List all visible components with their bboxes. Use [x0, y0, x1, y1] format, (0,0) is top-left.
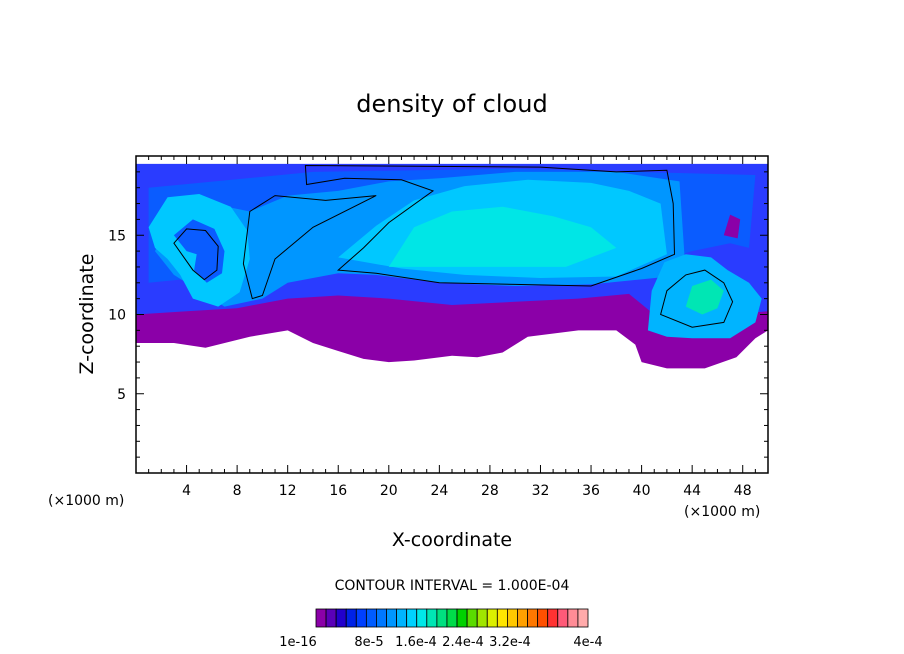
colorbar-swatch [476, 608, 488, 628]
colorbar-swatch [507, 608, 518, 628]
field-cell-core [685, 279, 724, 315]
colorbar-swatch [537, 608, 549, 628]
colorbar-labels: 1e-16 8e-5 1.6e-4 2.4e-4 3.2e-4 4e-4 [279, 635, 602, 650]
field-teal [388, 206, 617, 267]
field-purple [136, 282, 768, 369]
x-tick-label: 36 [582, 483, 600, 499]
contour-cell [660, 269, 734, 328]
field-spot [723, 214, 741, 239]
colorbar-swatch [446, 608, 458, 628]
y-axis-title: Z-coordinate [76, 254, 98, 375]
x-tick-label: 4 [182, 483, 191, 499]
x-tick-label: 24 [430, 483, 448, 499]
chart-title: density of cloud [356, 90, 547, 118]
x-tick-label: 28 [481, 483, 499, 499]
colorbar-swatch [396, 608, 408, 628]
x-tick-label: 12 [279, 483, 297, 499]
colorbar-swatch [416, 608, 428, 628]
colorbar-swatch [517, 608, 528, 628]
colorbar-swatch [315, 608, 327, 628]
colorbar-swatch [376, 608, 387, 628]
y-tick-label: 5 [117, 387, 126, 403]
colorbar-swatch [557, 608, 569, 628]
colorbar-swatch [486, 608, 498, 628]
field-roll-inner [173, 219, 225, 283]
x-tick-label: 20 [380, 483, 398, 499]
x-unit-right: (×1000 m) [684, 504, 760, 520]
colorbar-label: 8e-5 [354, 635, 383, 650]
colorbar-swatch [527, 608, 539, 628]
colorbar [315, 608, 589, 628]
y-tick-label: 10 [108, 308, 126, 324]
y-tick-label: 15 [108, 228, 126, 244]
colorbar-swatch [365, 608, 377, 628]
x-tick-label: 40 [633, 483, 651, 499]
contour-lines [173, 164, 734, 328]
x-axis: 4 8 12 16 20 24 28 32 36 40 44 48 [148, 156, 756, 499]
density-field [136, 163, 768, 369]
x-tick-label: 8 [233, 483, 242, 499]
colorbar-swatch [355, 608, 367, 628]
colorbar-swatch [547, 608, 559, 628]
colorbar-swatch [406, 608, 418, 628]
colorbar-swatch [386, 608, 397, 628]
colorbar-swatch [496, 608, 508, 628]
colorbar-swatch [426, 608, 438, 628]
colorbar-swatch [436, 608, 448, 628]
x-tick-label: 48 [734, 483, 752, 499]
colorbar-swatch [325, 608, 337, 628]
colorbar-swatch [466, 608, 478, 628]
y-axis: 5 10 15 [108, 171, 768, 458]
colorbar-swatch [577, 608, 589, 628]
x-tick-label: 44 [683, 483, 701, 499]
contour-main [304, 164, 676, 287]
contour-roll [173, 228, 219, 281]
colorbar-label: 2.4e-4 [442, 635, 484, 650]
colorbar-label: 3.2e-4 [489, 635, 531, 650]
colorbar-label: 1e-16 [279, 635, 317, 650]
contour-interval-label: CONTOUR INTERVAL = 1.000E-04 [335, 578, 570, 594]
x-axis-title: X-coordinate [392, 529, 512, 551]
colorbar-swatch [456, 608, 468, 628]
contour-left [242, 195, 377, 300]
colorbar-label: 1.6e-4 [395, 635, 437, 650]
x-unit-left: (×1000 m) [48, 493, 124, 509]
colorbar-swatch [335, 608, 347, 628]
x-tick-label: 16 [329, 483, 347, 499]
colorbar-label: 4e-4 [573, 635, 602, 650]
x-tick-label: 32 [532, 483, 550, 499]
colorbar-swatch [345, 608, 357, 628]
colorbar-swatch [567, 608, 579, 628]
